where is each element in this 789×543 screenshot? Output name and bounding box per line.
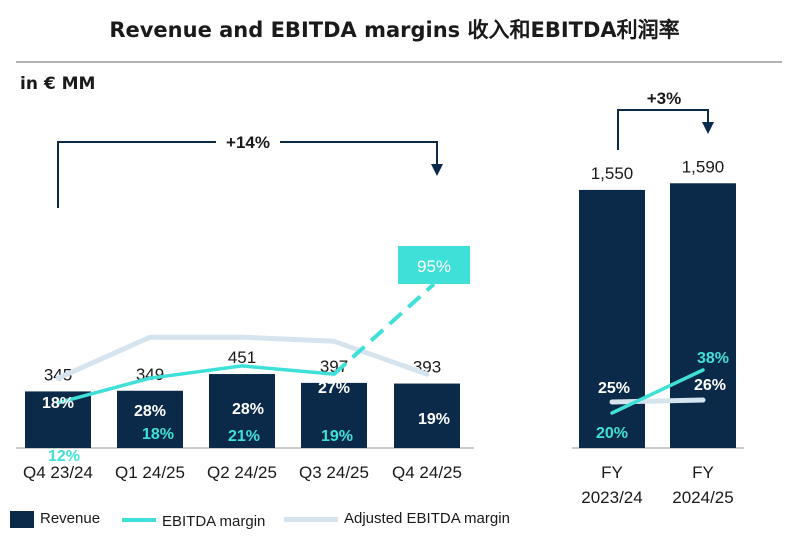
growth-arrowhead [431, 164, 443, 176]
x-tick-label: Q4 23/24 [23, 463, 93, 482]
adjusted-ebitda-line [55, 334, 430, 381]
growth-label: +14% [226, 133, 270, 152]
adjusted-ebitda-label: 27% [318, 380, 350, 397]
adjusted-ebitda-label: 25% [598, 380, 630, 397]
revenue-bar [117, 390, 183, 448]
ebitda-label: 38% [697, 350, 729, 367]
revenue-value-label: 451 [228, 348, 256, 367]
growth-arrowhead [702, 122, 714, 134]
legend-swatch-ebitda [122, 518, 156, 522]
revenue-bar [25, 391, 91, 448]
growth-label-bg [640, 86, 688, 108]
legend-label-adjusted: Adjusted EBITDA margin [344, 510, 510, 527]
legend-label-revenue: Revenue [40, 510, 101, 527]
ebitda-label: 20% [596, 425, 628, 442]
x-tick-label: FY [692, 463, 714, 482]
x-tick-label: 2023/24 [581, 488, 642, 507]
unit-label: in € MM [20, 74, 96, 94]
revenue-bar [670, 183, 736, 448]
adjusted-ebitda-label: 26% [694, 377, 726, 394]
x-tick-label: 2024/25 [672, 488, 733, 507]
revenue-value-label: 1,590 [682, 157, 725, 176]
x-tick-label: Q3 24/25 [299, 463, 369, 482]
ebitda-line [610, 368, 705, 415]
revenue-value-label: 397 [320, 357, 348, 376]
x-tick-label: FY [601, 463, 623, 482]
ebitda-label: 18% [142, 426, 174, 443]
revenue-value-label: 345 [44, 365, 72, 384]
ebitda-callout-box [398, 246, 470, 284]
adjusted-ebitda-label: 19% [418, 411, 450, 428]
legend-swatch-adjusted [284, 517, 338, 522]
revenue-bar [301, 382, 367, 448]
chart-title: Revenue and EBITDA margins 收入和EBITDA利润率 [109, 18, 680, 42]
revenue-bar [579, 189, 645, 449]
legend-swatch-revenue [10, 511, 34, 528]
ebitda-line [56, 364, 336, 405]
adjusted-ebitda-label: 28% [134, 403, 166, 420]
growth-label-bg [216, 130, 280, 154]
ebitda-label: 19% [321, 428, 353, 445]
growth-bracket [617, 109, 709, 150]
ebitda-label: 12% [48, 448, 80, 465]
adjusted-ebitda-label: 28% [232, 401, 264, 418]
ebitda-callout-label: 95% [417, 257, 451, 276]
ebitda-line-dashed [332, 282, 436, 376]
x-tick-label: Q1 24/25 [115, 463, 185, 482]
legend-label-ebitda: EBITDA margin [162, 513, 266, 530]
ebitda-label: 21% [228, 428, 260, 445]
x-tick-label: Q4 24/25 [392, 463, 462, 482]
adjusted-ebitda-label: 18% [42, 395, 74, 412]
revenue-bar [394, 383, 460, 448]
growth-label: +3% [647, 89, 682, 108]
revenue-value-label: 1,550 [591, 164, 634, 183]
revenue-bar [209, 374, 275, 448]
x-tick-label: Q2 24/25 [207, 463, 277, 482]
adjusted-ebitda-line [609, 397, 706, 405]
